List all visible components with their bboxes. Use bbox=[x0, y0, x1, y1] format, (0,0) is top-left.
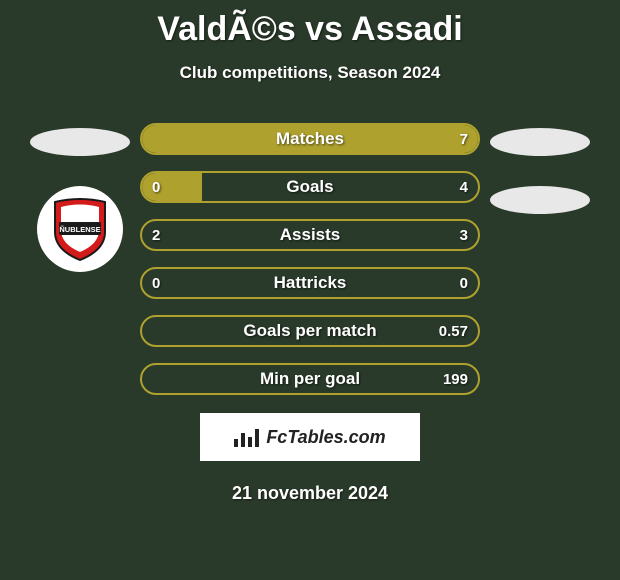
stat-value-right: 4 bbox=[460, 179, 468, 196]
stat-bar: 2 Assists 3 bbox=[140, 219, 480, 251]
stat-label: Goals bbox=[286, 177, 333, 197]
stat-value-left: 2 bbox=[152, 227, 160, 244]
stat-bar: 0 Hattricks 0 bbox=[140, 267, 480, 299]
team-name-text: ÑUBLENSE bbox=[59, 225, 100, 234]
shield-icon: ÑUBLENSE bbox=[51, 196, 109, 262]
left-column: ÑUBLENSE bbox=[25, 123, 135, 272]
stat-value-right: 199 bbox=[443, 371, 468, 388]
main-container: ValdÃ©s vs Assadi Club competitions, Sea… bbox=[0, 0, 620, 504]
stat-value-left: 0 bbox=[152, 179, 160, 196]
stat-value-right: 7 bbox=[460, 131, 468, 148]
page-title: ValdÃ©s vs Assadi bbox=[0, 10, 620, 49]
stat-label: Min per goal bbox=[260, 369, 360, 389]
stat-label: Goals per match bbox=[243, 321, 376, 341]
stat-value-left: 0 bbox=[152, 275, 160, 292]
stat-bar: Goals per match 0.57 bbox=[140, 315, 480, 347]
right-column bbox=[485, 123, 595, 214]
content-row: ÑUBLENSE Matches 7 0 Goals 4 2 Assists 3 0 Hattri… bbox=[0, 123, 620, 395]
stat-label: Assists bbox=[280, 225, 340, 245]
footer-date: 21 november 2024 bbox=[0, 483, 620, 504]
stat-label: Hattricks bbox=[274, 273, 347, 293]
stat-bar: Matches 7 bbox=[140, 123, 480, 155]
stat-value-right: 0 bbox=[460, 275, 468, 292]
brand-box[interactable]: FcTables.com bbox=[200, 413, 420, 461]
brand-text: FcTables.com bbox=[266, 427, 385, 448]
team-logo-left: ÑUBLENSE bbox=[37, 186, 123, 272]
stats-column: Matches 7 0 Goals 4 2 Assists 3 0 Hattricks 0 Goals… bbox=[135, 123, 485, 395]
stat-value-right: 0.57 bbox=[439, 323, 468, 340]
page-subtitle: Club competitions, Season 2024 bbox=[0, 63, 620, 83]
stat-bar: Min per goal 199 bbox=[140, 363, 480, 395]
player-ellipse-right bbox=[490, 128, 590, 156]
chart-icon bbox=[234, 427, 260, 447]
team-ellipse-right bbox=[490, 186, 590, 214]
stat-value-right: 3 bbox=[460, 227, 468, 244]
player-ellipse-left bbox=[30, 128, 130, 156]
stat-bar: 0 Goals 4 bbox=[140, 171, 480, 203]
stat-label: Matches bbox=[276, 129, 344, 149]
